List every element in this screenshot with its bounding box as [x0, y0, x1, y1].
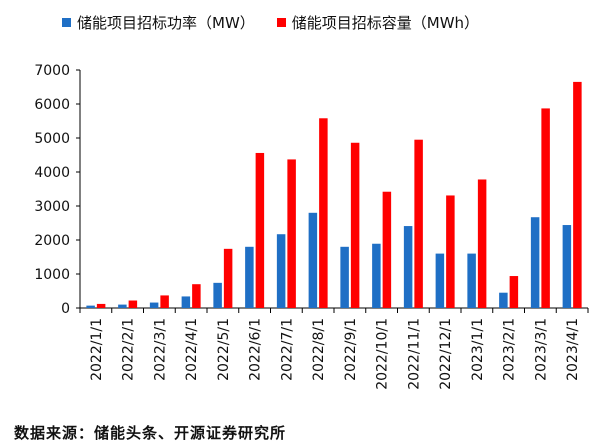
bar-power — [499, 292, 508, 308]
bar-capacity — [128, 300, 138, 308]
x-tick-label: 2022/6/1 — [248, 318, 264, 381]
bar-capacity — [477, 179, 487, 308]
x-tick-label: 2022/11/1 — [406, 318, 422, 390]
bar-power — [530, 217, 540, 308]
bar-power — [308, 212, 318, 308]
x-tick-label: 2022/2/1 — [121, 318, 137, 381]
legend-item-power: 储能项目招标功率（MW） — [62, 12, 255, 33]
x-tick-label: 2022/3/1 — [152, 318, 168, 381]
x-tick-label: 2022/10/1 — [375, 318, 391, 390]
y-tick-label: 7000 — [34, 63, 70, 79]
bar-capacity — [319, 118, 328, 308]
bar-power — [467, 253, 476, 308]
bar-capacity — [350, 142, 360, 308]
x-tick-label: 2023/3/1 — [533, 318, 549, 381]
bar-capacity — [255, 152, 265, 308]
bar-capacity — [509, 276, 519, 308]
source-note: 数据来源：储能头条、开源证券研究所 — [14, 424, 287, 442]
x-tick-label: 2022/12/1 — [438, 318, 454, 390]
bar-capacity — [446, 195, 455, 308]
bar-capacity — [287, 159, 296, 308]
y-tick-label: 6000 — [34, 97, 70, 113]
bar-capacity — [382, 191, 392, 308]
bar-power — [372, 243, 381, 308]
legend-item-capacity: 储能项目招标容量（MWh） — [276, 12, 480, 33]
legend-swatch-power — [62, 18, 71, 27]
bar-power — [435, 253, 445, 308]
y-tick-label: 4000 — [34, 165, 70, 181]
x-tick-label: 2022/9/1 — [343, 318, 359, 381]
bar-power — [403, 226, 413, 308]
bar-capacity — [160, 295, 169, 308]
bar-power — [86, 305, 95, 308]
bar-power — [340, 246, 349, 308]
x-tick-label: 2022/4/1 — [184, 318, 200, 381]
bar-power — [149, 302, 159, 308]
bar-capacity — [414, 139, 423, 308]
legend: 储能项目招标功率（MW） 储能项目招标容量（MWh） — [62, 12, 501, 33]
x-tick-label: 2022/5/1 — [216, 318, 232, 381]
bar-capacity — [223, 248, 233, 308]
y-tick-label: 0 — [61, 301, 70, 317]
bar-power — [276, 234, 286, 308]
x-tick-label: 2023/4/1 — [565, 318, 581, 381]
y-tick-label: 2000 — [34, 233, 70, 249]
x-tick-label: 2022/1/1 — [89, 318, 105, 381]
bar-power — [118, 304, 127, 308]
x-tick-label: 2023/1/1 — [470, 318, 486, 381]
bar-capacity — [573, 81, 582, 309]
bar-capacity — [96, 303, 106, 308]
y-tick-label: 1000 — [34, 267, 70, 283]
legend-label-power: 储能项目招标功率（MW） — [77, 14, 255, 32]
bar-capacity — [192, 284, 201, 308]
y-tick-label: 5000 — [34, 131, 70, 147]
legend-label-capacity: 储能项目招标容量（MWh） — [291, 14, 480, 32]
bar-power — [181, 296, 191, 308]
bar-capacity — [541, 108, 550, 308]
legend-swatch-capacity — [276, 18, 286, 27]
bar-power — [213, 282, 222, 308]
bar-power — [562, 225, 572, 308]
x-tick-label: 2022/7/1 — [279, 318, 295, 381]
x-tick-label: 2022/8/1 — [311, 318, 327, 381]
x-tick-label: 2023/2/1 — [502, 318, 518, 381]
y-tick-label: 3000 — [34, 199, 70, 215]
bar-power — [245, 246, 254, 308]
